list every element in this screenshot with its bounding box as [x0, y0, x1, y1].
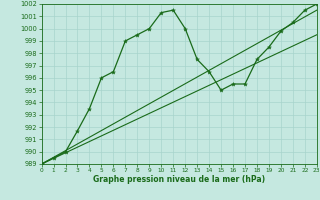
- X-axis label: Graphe pression niveau de la mer (hPa): Graphe pression niveau de la mer (hPa): [93, 175, 265, 184]
